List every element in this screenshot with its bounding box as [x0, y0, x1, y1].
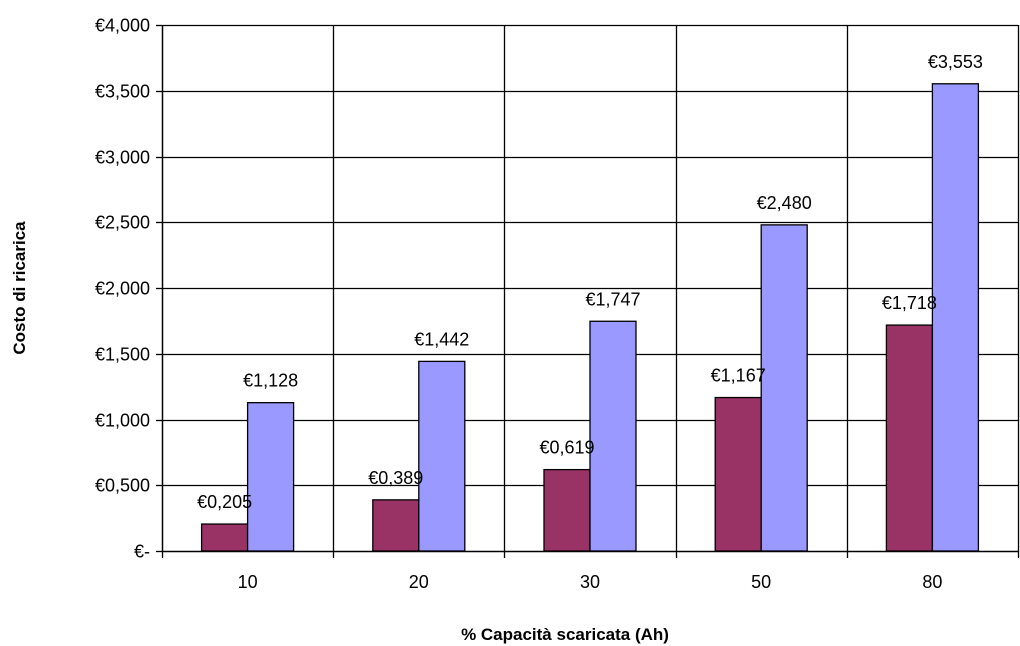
data-label: €2,480	[757, 193, 812, 213]
y-tick-label: €2,500	[95, 213, 150, 233]
bar-series-2	[246, 402, 295, 552]
y-tick-label: €4,000	[95, 16, 150, 36]
y-tick-label: €1,000	[95, 411, 150, 431]
bar-series-1	[543, 468, 591, 552]
data-label: €1,442	[414, 329, 469, 349]
data-label: €1,128	[243, 371, 298, 391]
bar-series-1	[372, 499, 420, 552]
x-tick-label: 30	[580, 572, 600, 592]
gridlines	[162, 24, 1020, 551]
bar-series-2	[589, 320, 637, 552]
y-tick-label: €-	[134, 542, 150, 562]
y-tick-label: €2,000	[95, 279, 150, 299]
data-label: €3,553	[928, 52, 983, 72]
y-axis-title: Costo di ricarica	[10, 221, 29, 355]
data-label: €0,619	[539, 438, 594, 458]
y-tick-label: €3,000	[95, 148, 150, 168]
y-tick-label: €3,500	[95, 82, 150, 102]
data-labels: €0,205 €0,389 €0,619 €1,167 €1,718 €1,128 €1,4…	[197, 52, 983, 512]
data-label: €0,205	[197, 492, 252, 512]
bar-series-1	[885, 324, 934, 552]
data-label: €1,167	[711, 366, 766, 386]
bar-series-2	[931, 83, 980, 552]
data-label: €1,747	[585, 289, 640, 309]
bar-series-1	[200, 523, 249, 552]
x-tick-labels: 10 20 30 50 80	[238, 572, 943, 592]
x-tick-label: 50	[751, 572, 771, 592]
data-label: €0,389	[368, 468, 423, 488]
bar-series-2	[418, 360, 466, 552]
x-axis-title: % Capacità scaricata (Ah)	[461, 625, 669, 644]
y-tick-labels: €- €0,500 €1,000 €1,500 €2,000 €2,500 €3,000 €3…	[95, 16, 150, 562]
data-label: €1,718	[882, 293, 937, 313]
x-tick-label: 10	[238, 572, 258, 592]
x-tick-label: 80	[922, 572, 942, 592]
bar-series-1	[714, 396, 762, 552]
y-tick-label: €1,500	[95, 345, 150, 365]
bar-series-2	[760, 224, 808, 552]
x-tick-label: 20	[409, 572, 429, 592]
bars	[200, 83, 980, 552]
axes	[156, 24, 1020, 558]
y-tick-label: €0,500	[95, 476, 150, 496]
